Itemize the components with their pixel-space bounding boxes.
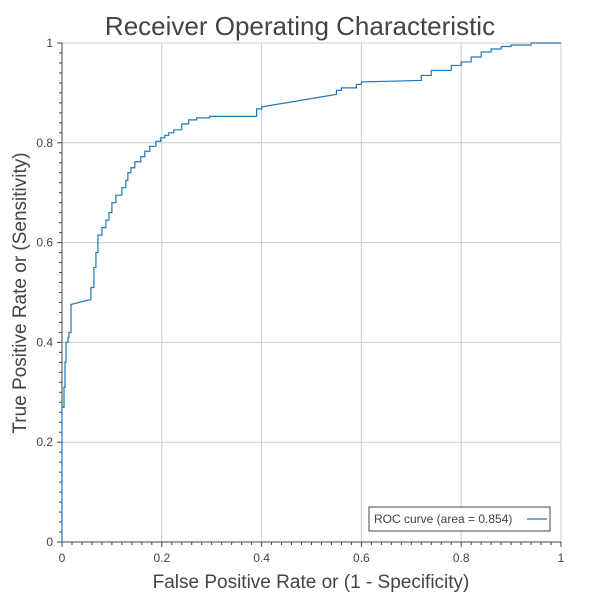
series-layer <box>61 42 561 542</box>
y-tick-label: 0 <box>46 535 53 549</box>
y-tick-label: 0.8 <box>36 136 53 150</box>
legend-box <box>368 506 551 532</box>
x-tick-label: 0.2 <box>153 551 170 565</box>
y-tick-label: 0.6 <box>36 236 53 250</box>
grid-lines <box>62 42 562 542</box>
roc-curve-line <box>61 42 561 542</box>
y-axis-label: True Positive Rate or (Sensitivity) <box>10 152 31 433</box>
y-tick-label: 0.4 <box>36 335 53 349</box>
legend: ROC curve (area = 0.854) <box>368 506 551 532</box>
x-tick-label: 1 <box>558 551 565 565</box>
x-axis-label: False Positive Rate or (1 - Specificity) <box>153 572 470 593</box>
tick-labels: 0 0.2 0.4 0.6 0.8 1 0 0.2 0.4 0.6 0.8 1 <box>36 36 564 565</box>
axes <box>57 42 562 547</box>
x-tick-label: 0 <box>59 551 66 565</box>
x-tick-label: 0.6 <box>353 551 370 565</box>
legend-label: ROC curve (area = 0.854) <box>374 512 512 526</box>
chart-title: Receiver Operating Characteristic <box>105 11 495 41</box>
y-tick-label: 1 <box>46 36 53 50</box>
y-tick-label: 0.2 <box>36 435 53 449</box>
x-tick-label: 0.8 <box>453 551 470 565</box>
x-tick-label: 0.4 <box>253 551 270 565</box>
